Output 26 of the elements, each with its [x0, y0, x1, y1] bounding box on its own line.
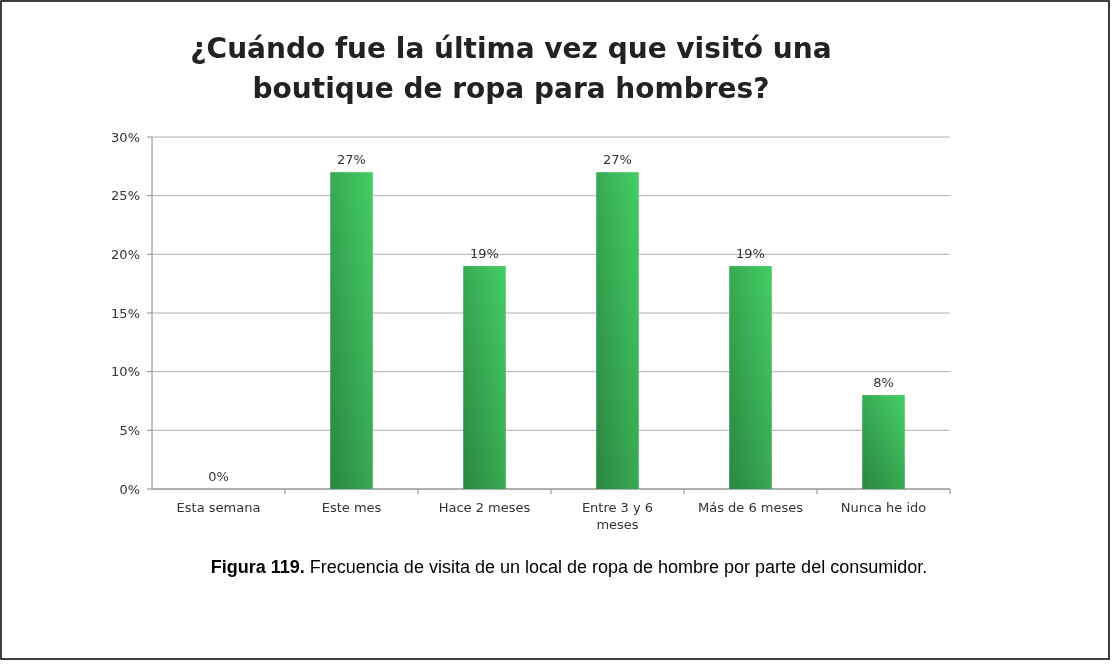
data-label: 8% [873, 375, 894, 391]
y-tick-label: 25% [111, 188, 140, 204]
x-tick-label: Hace 2 meses [438, 500, 531, 515]
x-tick-label: Esta semana [176, 500, 261, 515]
bar [596, 172, 639, 489]
bar [330, 172, 373, 489]
bar [463, 266, 506, 489]
bar [729, 266, 772, 489]
text: Figura 119. Frecuencia de visita de un local de ropa de hombre por parte del consumidor. [210, 557, 928, 577]
y-tick-label: 5% [119, 422, 140, 438]
data-label: 19% [736, 246, 765, 262]
y-tick-label: 10% [111, 364, 140, 380]
x-tick-label: Nunca he ido [840, 500, 927, 515]
y-tick-label: 15% [111, 305, 140, 321]
bar [862, 395, 905, 489]
y-tick-label: 20% [111, 246, 140, 262]
chart-title: ¿Cuándo fue la última vez que visitó una boutique de ropa para hombres? [190, 32, 832, 105]
x-tick-label: Este mes [321, 500, 382, 515]
x-tick-label: Más de 6 meses [697, 500, 804, 515]
x-tick-label: Entre 3 y 6 meses [581, 500, 654, 532]
data-label: 27% [603, 152, 632, 168]
y-tick-label: 30% [111, 129, 140, 145]
data-label: 27% [337, 152, 366, 168]
data-label: 19% [470, 246, 499, 262]
y-tick-label: 0% [119, 481, 140, 497]
data-label: 0% [208, 469, 229, 484]
